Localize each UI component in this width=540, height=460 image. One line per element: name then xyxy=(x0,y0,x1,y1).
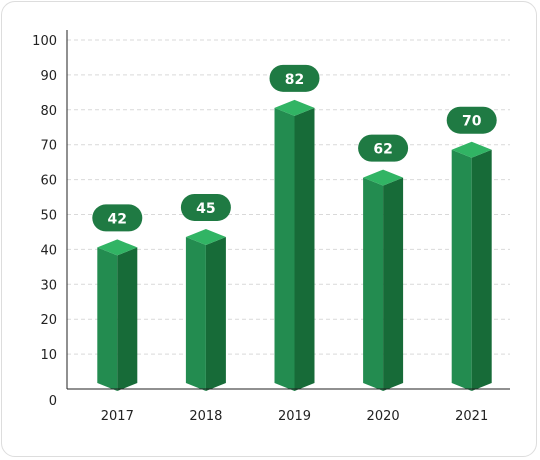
data-label-pill xyxy=(180,193,231,221)
y-tick-label: 90 xyxy=(40,69,57,84)
bar-side xyxy=(383,177,404,391)
bar xyxy=(274,107,295,391)
y-tick-label: 20 xyxy=(40,313,57,328)
x-tick-label: 2017 xyxy=(101,409,134,424)
x-tick-label: 2020 xyxy=(367,409,400,424)
x-tick-label: 2019 xyxy=(278,409,311,424)
y-tick-label: 60 xyxy=(40,174,57,189)
bar-group: 42 xyxy=(92,204,143,391)
bar-group: 45 xyxy=(180,193,231,391)
data-label-pill xyxy=(269,64,320,92)
bar xyxy=(451,149,472,391)
y-tick-label: 30 xyxy=(40,278,57,293)
bar-group: 70 xyxy=(446,106,497,391)
y-tick-label: 70 xyxy=(40,139,57,154)
bar-top xyxy=(451,141,492,158)
x-tick-label: 2021 xyxy=(455,409,488,424)
data-label: 42 xyxy=(108,211,127,227)
y-tick-label: 100 xyxy=(32,34,57,49)
x-tick-label: 2018 xyxy=(189,409,222,424)
bar-top xyxy=(185,228,226,245)
bar-group: 62 xyxy=(358,134,409,391)
data-label: 70 xyxy=(462,114,482,130)
y-tick-label: 10 xyxy=(40,348,57,363)
y-axis-tick-labels: 0 10 20 30 40 50 60 70 80 90 100 xyxy=(32,34,57,409)
axes xyxy=(66,30,510,390)
data-label: 45 xyxy=(196,201,215,217)
bar-top xyxy=(274,99,315,116)
bar-top xyxy=(363,169,404,186)
bar xyxy=(97,247,118,391)
data-label-pill xyxy=(92,204,143,232)
bar-side xyxy=(471,149,492,391)
y-tick-label: 80 xyxy=(40,104,57,119)
data-label: 82 xyxy=(285,72,304,88)
data-label: 62 xyxy=(373,142,392,158)
y-tick-label: 40 xyxy=(40,243,57,258)
bar xyxy=(363,177,384,391)
bar-side xyxy=(205,236,226,391)
x-axis-tick-labels: 2017 2018 2019 2020 2021 xyxy=(101,409,488,424)
bar-side xyxy=(294,107,315,391)
bar xyxy=(185,236,206,391)
data-label-pill xyxy=(358,134,409,162)
y-tick-label: 50 xyxy=(40,209,57,224)
bar-side xyxy=(117,247,138,391)
bar-group: 82 xyxy=(269,64,320,391)
bar-top xyxy=(97,239,138,256)
data-label-pill xyxy=(446,106,497,134)
bars: 42 45 82 62 70 xyxy=(92,64,497,391)
y-tick-label: 0 xyxy=(49,394,57,409)
